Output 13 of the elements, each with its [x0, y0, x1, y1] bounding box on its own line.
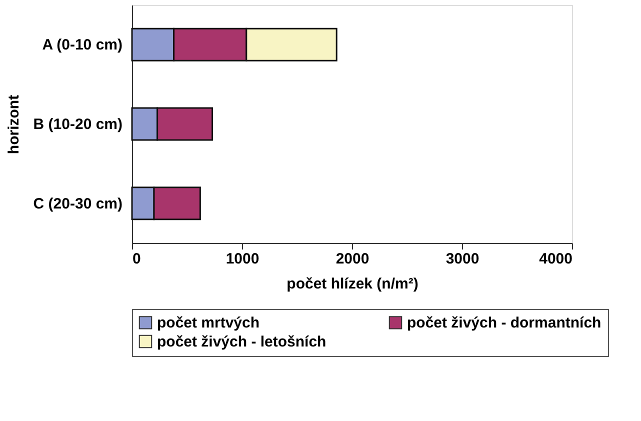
- x-tick-label: 4000: [539, 250, 572, 268]
- x-tick-label: 1000: [226, 250, 260, 268]
- y-tick-label: C (20-30 cm): [33, 195, 123, 212]
- y-axis-title: horizont: [5, 94, 22, 154]
- y-tick-label: B (10-20 cm): [33, 116, 123, 133]
- x-tick-label: 2000: [336, 250, 370, 268]
- x-axis-title: počet hlízek (n/m²): [286, 276, 418, 292]
- x-tick-label: 3000: [446, 250, 480, 268]
- legend-label: počet živých - letošních: [157, 334, 326, 350]
- x-tick-label: 0: [132, 250, 141, 268]
- legend-label: počet živých - dormantních: [407, 314, 602, 332]
- y-tick-label: A (0-10 cm): [42, 36, 122, 54]
- legend-label: počet mrtvých: [157, 314, 260, 332]
